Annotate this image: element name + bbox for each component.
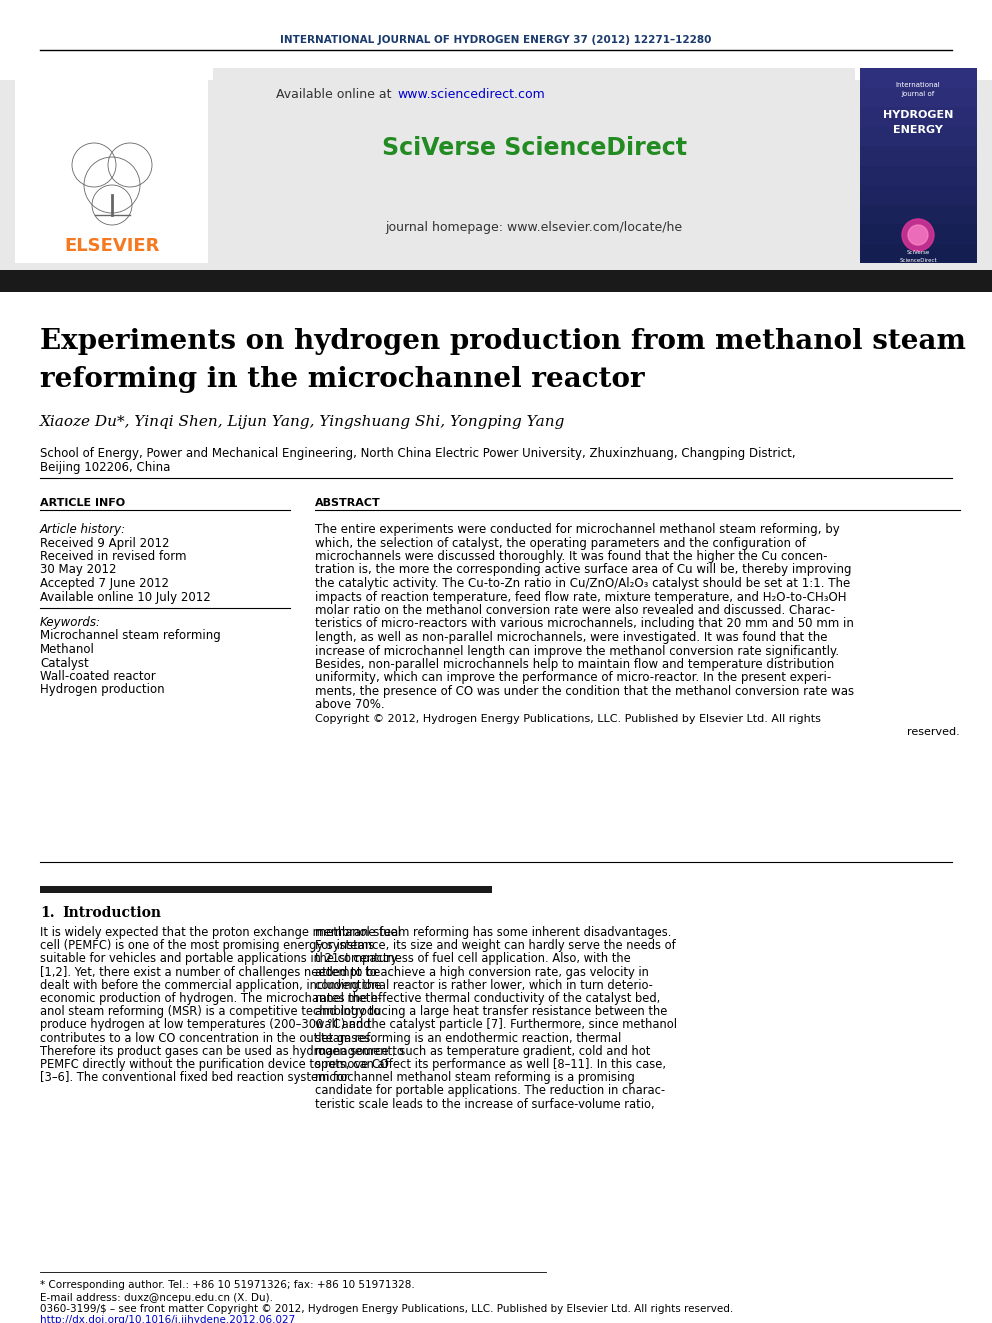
Bar: [15, 67, 208, 263]
Text: [3–6]. The conventional fixed bed reaction system for: [3–6]. The conventional fixed bed reacti…: [40, 1072, 349, 1085]
Text: Received in revised form: Received in revised form: [40, 550, 186, 564]
Text: http://dx.doi.org/10.1016/j.ijhydene.2012.06.027: http://dx.doi.org/10.1016/j.ijhydene.201…: [40, 1315, 296, 1323]
Text: SciVerse: SciVerse: [907, 250, 930, 255]
Text: Available online at: Available online at: [276, 89, 395, 102]
Text: 30 May 2012: 30 May 2012: [40, 564, 116, 577]
Bar: [860, 185, 977, 205]
Text: Keywords:: Keywords:: [40, 617, 101, 628]
Text: spots, can affect its performance as well [8–11]. In this case,: spots, can affect its performance as wel…: [315, 1058, 666, 1072]
Text: HYDROGEN: HYDROGEN: [883, 110, 953, 120]
Text: produce hydrogen at low temperatures (200–300 °C) and: produce hydrogen at low temperatures (20…: [40, 1019, 370, 1032]
Text: reforming in the microchannel reactor: reforming in the microchannel reactor: [40, 366, 645, 393]
Text: INTERNATIONAL JOURNAL OF HYDROGEN ENERGY 37 (2012) 12271–12280: INTERNATIONAL JOURNAL OF HYDROGEN ENERGY…: [281, 34, 711, 45]
Text: ABSTRACT: ABSTRACT: [315, 497, 381, 508]
Text: teristics of micro-reactors with various microchannels, including that 20 mm and: teristics of micro-reactors with various…: [315, 618, 854, 631]
Bar: [213, 67, 855, 263]
Text: For instance, its size and weight can hardly serve the needs of: For instance, its size and weight can ha…: [315, 939, 676, 953]
Text: management, such as temperature gradient, cold and hot: management, such as temperature gradient…: [315, 1045, 651, 1058]
Text: cell (PEMFC) is one of the most promising energy systems: cell (PEMFC) is one of the most promisin…: [40, 939, 374, 953]
Text: suitable for vehicles and portable applications in 21st century: suitable for vehicles and portable appli…: [40, 953, 398, 966]
Text: Xiaoze Du*, Yinqi Shen, Lijun Yang, Yingshuang Shi, Yongping Yang: Xiaoze Du*, Yinqi Shen, Lijun Yang, Ying…: [40, 415, 565, 429]
Text: steam reforming is an endothermic reaction, thermal: steam reforming is an endothermic reacti…: [315, 1032, 621, 1045]
Text: Experiments on hydrogen production from methanol steam: Experiments on hydrogen production from …: [40, 328, 966, 355]
Text: E-mail address: duxz@ncepu.edu.cn (X. Du).: E-mail address: duxz@ncepu.edu.cn (X. Du…: [40, 1293, 273, 1303]
Text: length, as well as non-parallel microchannels, were investigated. It was found t: length, as well as non-parallel microcha…: [315, 631, 827, 644]
Text: ENERGY: ENERGY: [893, 124, 943, 135]
Text: [1,2]. Yet, there exist a number of challenges needed to be: [1,2]. Yet, there exist a number of chal…: [40, 966, 380, 979]
Bar: [860, 127, 977, 146]
Text: PEMFC directly without the purification device to remove CO: PEMFC directly without the purification …: [40, 1058, 389, 1072]
Bar: [860, 87, 977, 107]
Text: 1.: 1.: [40, 906, 55, 919]
Text: candidate for portable applications. The reduction in charac-: candidate for portable applications. The…: [315, 1085, 665, 1097]
Bar: [860, 224, 977, 243]
Text: ScienceDirect: ScienceDirect: [899, 258, 936, 262]
Text: reserved.: reserved.: [908, 728, 960, 737]
Text: Catalyst: Catalyst: [40, 656, 88, 669]
Bar: [860, 243, 977, 263]
Text: SciVerse ScienceDirect: SciVerse ScienceDirect: [382, 136, 686, 160]
Text: microchannel methanol steam reforming is a promising: microchannel methanol steam reforming is…: [315, 1072, 635, 1085]
Text: economic production of hydrogen. The microchannel meth-: economic production of hydrogen. The mic…: [40, 992, 382, 1005]
Text: Introduction: Introduction: [62, 906, 161, 919]
Bar: [40, 886, 492, 893]
Text: Article history:: Article history:: [40, 523, 126, 536]
Text: ARTICLE INFO: ARTICLE INFO: [40, 497, 125, 508]
Text: Received 9 April 2012: Received 9 April 2012: [40, 537, 170, 549]
Text: anol steam reforming (MSR) is a competitive technology to: anol steam reforming (MSR) is a competit…: [40, 1005, 380, 1019]
Text: increase of microchannel length can improve the methanol conversion rate signifi: increase of microchannel length can impr…: [315, 644, 839, 658]
Bar: [860, 67, 977, 87]
Text: The entire experiments were conducted for microchannel methanol steam reforming,: The entire experiments were conducted fo…: [315, 523, 840, 536]
Text: Copyright © 2012, Hydrogen Energy Publications, LLC. Published by Elsevier Ltd. : Copyright © 2012, Hydrogen Energy Public…: [315, 714, 820, 724]
Text: Microchannel steam reforming: Microchannel steam reforming: [40, 630, 221, 643]
Text: wall and the catalyst particle [7]. Furthermore, since methanol: wall and the catalyst particle [7]. Furt…: [315, 1019, 677, 1032]
Text: Journal of: Journal of: [902, 91, 934, 97]
Text: dealt with before the commercial application, including the: dealt with before the commercial applica…: [40, 979, 381, 992]
Text: 0360-3199/$ – see front matter Copyright © 2012, Hydrogen Energy Publications, L: 0360-3199/$ – see front matter Copyright…: [40, 1304, 733, 1314]
Bar: [0, 79, 992, 284]
Text: www.sciencedirect.com: www.sciencedirect.com: [397, 89, 545, 102]
Text: molar ratio on the methanol conversion rate were also revealed and discussed. Ch: molar ratio on the methanol conversion r…: [315, 605, 835, 617]
Text: * Corresponding author. Tel.: +86 10 51971326; fax: +86 10 51971328.: * Corresponding author. Tel.: +86 10 519…: [40, 1279, 415, 1290]
Text: tration is, the more the corresponding active surface area of Cu will be, thereb: tration is, the more the corresponding a…: [315, 564, 851, 577]
Text: attempt to achieve a high conversion rate, gas velocity in: attempt to achieve a high conversion rat…: [315, 966, 649, 979]
Text: which, the selection of catalyst, the operating parameters and the configuration: which, the selection of catalyst, the op…: [315, 537, 806, 549]
Bar: [860, 146, 977, 165]
Text: Therefore its product gases can be used as hydrogen source to: Therefore its product gases can be used …: [40, 1045, 404, 1058]
Text: above 70%.: above 70%.: [315, 699, 385, 712]
Bar: [860, 67, 977, 263]
Text: Beijing 102206, China: Beijing 102206, China: [40, 460, 171, 474]
Text: methanol steam reforming has some inherent disadvantages.: methanol steam reforming has some inhere…: [315, 926, 672, 939]
Bar: [860, 165, 977, 185]
Text: Wall-coated reactor: Wall-coated reactor: [40, 669, 156, 683]
Text: conventional reactor is rather lower, which in turn deterio-: conventional reactor is rather lower, wh…: [315, 979, 653, 992]
Text: journal homepage: www.elsevier.com/locate/he: journal homepage: www.elsevier.com/locat…: [386, 221, 682, 234]
Circle shape: [908, 225, 928, 245]
Text: microchannels were discussed thoroughly. It was found that the higher the Cu con: microchannels were discussed thoroughly.…: [315, 550, 827, 564]
Text: Available online 10 July 2012: Available online 10 July 2012: [40, 590, 210, 603]
Text: teristic scale leads to the increase of surface-volume ratio,: teristic scale leads to the increase of …: [315, 1098, 655, 1110]
Bar: [860, 205, 977, 224]
Circle shape: [902, 220, 934, 251]
Text: ments, the presence of CO was under the condition that the methanol conversion r: ments, the presence of CO was under the …: [315, 685, 854, 699]
Text: uniformity, which can improve the performance of micro-reactor. In the present e: uniformity, which can improve the perfor…: [315, 672, 831, 684]
Text: It is widely expected that the proton exchange membrane fuel: It is widely expected that the proton ex…: [40, 926, 401, 939]
Text: Methanol: Methanol: [40, 643, 95, 656]
Text: rates the effective thermal conductivity of the catalyst bed,: rates the effective thermal conductivity…: [315, 992, 661, 1005]
Text: Besides, non-parallel microchannels help to maintain flow and temperature distri: Besides, non-parallel microchannels help…: [315, 658, 834, 671]
Text: Accepted 7 June 2012: Accepted 7 June 2012: [40, 577, 169, 590]
Text: Hydrogen production: Hydrogen production: [40, 684, 165, 696]
Text: contributes to a low CO concentration in the outlet gases.: contributes to a low CO concentration in…: [40, 1032, 374, 1045]
Text: the compactness of fuel cell application. Also, with the: the compactness of fuel cell application…: [315, 953, 631, 966]
Text: impacts of reaction temperature, feed flow rate, mixture temperature, and H₂O-to: impacts of reaction temperature, feed fl…: [315, 590, 846, 603]
Bar: [0, 270, 992, 292]
Text: and introducing a large heat transfer resistance between the: and introducing a large heat transfer re…: [315, 1005, 668, 1019]
Text: School of Energy, Power and Mechanical Engineering, North China Electric Power U: School of Energy, Power and Mechanical E…: [40, 447, 796, 460]
Text: the catalytic activity. The Cu-to-Zn ratio in Cu/ZnO/Al₂O₃ catalyst should be se: the catalytic activity. The Cu-to-Zn rat…: [315, 577, 850, 590]
Text: International: International: [896, 82, 940, 89]
Text: ELSEVIER: ELSEVIER: [64, 237, 160, 255]
Bar: [860, 107, 977, 127]
